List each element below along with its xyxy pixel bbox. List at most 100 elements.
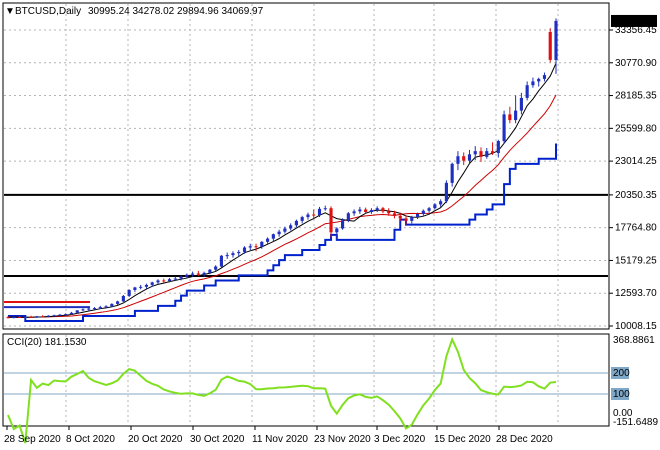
price-tick-label: 28185.35 (615, 91, 657, 102)
candle-body (185, 274, 189, 277)
candle-body (110, 303, 114, 307)
candle-body (450, 163, 454, 183)
candle-body (410, 217, 414, 221)
candle-body (496, 141, 500, 154)
candle-body (369, 210, 373, 213)
candle-body (340, 220, 345, 229)
date-label: 23 Nov 2020 (314, 434, 371, 445)
candle-body (444, 182, 448, 202)
candle-body (335, 228, 339, 233)
date-label: 20 Oct 2020 (128, 434, 183, 445)
candle-body (104, 306, 108, 308)
candle-body (294, 220, 298, 226)
candle-body (508, 114, 512, 121)
moving-averages (7, 63, 557, 318)
candle-body (387, 211, 391, 214)
date-label: 30 Oct 2020 (190, 434, 245, 445)
candle-body (167, 279, 172, 282)
candle-body (139, 286, 143, 288)
candle-body (173, 278, 177, 280)
candle-body (519, 97, 523, 111)
candle-body (433, 204, 437, 209)
candle-body (358, 209, 362, 212)
candle-body (225, 255, 229, 257)
date-label: 11 Nov 2020 (252, 434, 308, 445)
candles (6, 18, 558, 319)
ohlc-readout: 30995.24 34278.02 29894.96 34069.97 (88, 6, 264, 17)
candle-body (150, 282, 154, 285)
candle-body (202, 272, 206, 275)
candle-body (41, 316, 45, 318)
candle-body (58, 314, 62, 316)
candle-body (502, 114, 506, 142)
price-tick-label: 23014.25 (615, 156, 657, 167)
candle-body (421, 210, 425, 214)
price-tick-label: 10008.15 (615, 321, 657, 332)
candle-body (364, 209, 368, 213)
cci-title: CCI(20) 181.1530 (7, 337, 87, 348)
candle-body (52, 315, 56, 317)
candle-body (306, 214, 310, 218)
candle-body (23, 316, 27, 318)
candle-body (6, 317, 10, 319)
candle-body (242, 247, 247, 252)
cci-panel-frame (2, 333, 610, 427)
fast-ma-line (7, 63, 557, 318)
price-tick-label: 20350.35 (615, 190, 657, 201)
candle-body (312, 214, 316, 216)
candle-body (12, 316, 16, 318)
candle-body (254, 246, 258, 248)
main-panel-frame (2, 2, 610, 330)
candle-body (156, 280, 160, 283)
price-axis: 33356.45 30770.90 28185.35 25599.80 23014.25… (609, 14, 657, 332)
candle-body (525, 85, 529, 98)
candle-body (467, 154, 472, 161)
candle-body (456, 156, 460, 164)
date-label: 8 Oct 2020 (66, 434, 115, 445)
candle-body (427, 208, 431, 211)
candle-body (98, 307, 102, 309)
candle-body (439, 201, 443, 205)
current-price-label: 34069.97 (613, 16, 655, 27)
cci-axis: 368.8861 200 100 0.00-151.6489 (611, 335, 658, 428)
price-tick-label: 33356.45 (615, 25, 657, 36)
price-tick-label: 30770.90 (615, 58, 657, 69)
candle-body (346, 213, 350, 221)
cci-level-tag (611, 388, 629, 400)
date-label: 15 Dec 2020 (434, 434, 491, 445)
candle-body (46, 315, 50, 317)
candle-body (277, 231, 281, 235)
candle-body (231, 253, 235, 256)
candle-body (542, 75, 547, 79)
price-tick-label: 17764.80 (615, 223, 657, 234)
date-label: 3 Dec 2020 (374, 434, 426, 445)
candle-body (81, 309, 85, 311)
candle-body (554, 20, 558, 60)
candle-body (329, 208, 333, 233)
candle-body (179, 276, 183, 279)
candle-body (116, 301, 120, 304)
cci-tick-label: 368.8861 (613, 335, 655, 346)
date-label: 28 Sep 2020 (4, 434, 61, 445)
date-axis: 28 Sep 2020 8 Oct 2020 20 Oct 2020 30 Oct 2… (4, 426, 553, 445)
candle-body (162, 280, 166, 282)
candle-body (196, 273, 200, 275)
candle-body (415, 213, 420, 218)
candle-body (375, 208, 379, 211)
candle-body (531, 81, 535, 86)
candle-body (92, 308, 97, 310)
date-label: 28 Dec 2020 (496, 434, 553, 445)
collapse-arrow-icon[interactable]: ▼ (5, 6, 15, 17)
candle-body (248, 246, 252, 248)
support-resistance-lines[interactable] (4, 193, 608, 309)
candle-body (398, 215, 402, 219)
candle-body (237, 251, 241, 254)
price-tick-label: 15179.25 (615, 255, 657, 266)
candle-body (548, 31, 552, 60)
candle-body (473, 151, 477, 155)
candle-body (266, 238, 270, 242)
candle-body (191, 273, 195, 275)
trailing-stop-line (8, 143, 557, 323)
candle-body (17, 316, 22, 318)
